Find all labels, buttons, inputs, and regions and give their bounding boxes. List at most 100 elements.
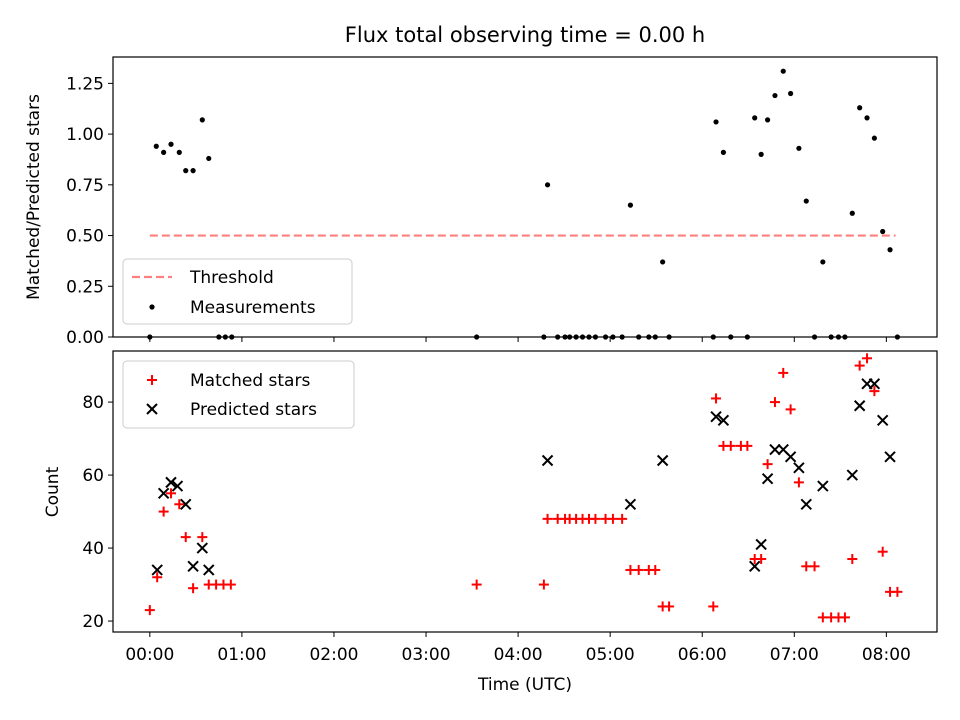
matched-star-point	[538, 579, 549, 590]
measurement-point	[206, 155, 212, 162]
top-y-tick-label: 0.75	[66, 176, 104, 196]
x-b	[784, 451, 797, 463]
x-b	[817, 480, 829, 492]
x-b	[656, 454, 669, 467]
legend-predicted-label: Predicted stars	[190, 400, 317, 420]
top-frame	[112, 56, 938, 338]
matched-star-point	[785, 404, 796, 415]
bottom-legend: Matched stars Predicted stars	[122, 360, 355, 429]
x-tick-label: 04:00	[494, 645, 543, 665]
matched-star-point	[166, 488, 177, 499]
measurement-point	[627, 202, 634, 208]
predicted-star-point	[876, 414, 889, 427]
bottom-frame	[112, 350, 938, 633]
predicted-star-point	[817, 480, 829, 492]
x-b	[187, 560, 199, 573]
measurement-point	[772, 92, 778, 99]
x-b	[868, 378, 881, 390]
measurement-point	[161, 149, 167, 155]
bottom-y-tick-label: 60	[82, 466, 104, 486]
matched-star-point	[650, 564, 661, 575]
measurement-point	[183, 168, 189, 174]
measurement-point	[168, 141, 174, 147]
measurement-point	[720, 149, 727, 155]
x-b	[196, 542, 209, 554]
legend-predicted-swatch	[146, 403, 158, 415]
x-b	[203, 564, 215, 576]
measurement-point	[803, 198, 809, 204]
matched-star-point	[809, 561, 820, 572]
chart-title: Flux total observing time = 0.00 h	[345, 23, 705, 47]
measurement-point	[764, 117, 771, 123]
predicted-star-point	[203, 564, 215, 576]
matched-star-point	[152, 572, 163, 583]
bottom-y-axis-label: Count	[43, 466, 63, 517]
matched-star-point	[711, 393, 722, 404]
legend-measurements-swatch	[149, 304, 155, 310]
matched-star-point	[762, 459, 773, 470]
x-b	[180, 498, 192, 510]
bottom-y-tick-label: 20	[82, 612, 104, 632]
matched-star-point	[892, 586, 903, 597]
predicted-star-point	[846, 469, 859, 481]
measurement-point	[780, 68, 786, 74]
predicted-star-point	[710, 410, 722, 423]
top-y-tick-label: 0.50	[66, 227, 104, 247]
bottom-y-tick-label: 80	[82, 393, 104, 413]
measurement-point	[544, 182, 551, 188]
measurement-point	[752, 115, 758, 121]
x-b	[777, 443, 789, 456]
bottom-panel: 20 40 60 80 00:00 01:00 02:00 03:00 04:00 05:00 06…	[82, 350, 938, 665]
predicted-star-point	[187, 560, 199, 573]
x-b	[800, 498, 812, 510]
matched-star-point	[725, 440, 736, 451]
matched-star-point	[607, 513, 618, 524]
matched-star-point	[742, 440, 753, 451]
predicted-star-point	[624, 498, 637, 510]
x-b	[624, 498, 637, 510]
x-axis-label: Time (UTC)	[477, 675, 572, 695]
predicted-star-point	[717, 414, 730, 427]
matched-star-point	[197, 532, 208, 543]
matched-star-point	[769, 397, 780, 408]
x-tick-label: 02:00	[309, 645, 358, 665]
predicted-star-point	[761, 473, 774, 485]
predicted-star-point	[853, 400, 866, 412]
top-legend: Threshold Measurements	[122, 258, 353, 325]
top-legend-box	[122, 258, 353, 325]
predicted-star-point	[769, 443, 781, 456]
matched-star-point	[174, 499, 185, 510]
top-y-axis-label: Matched/Predicted stars	[24, 94, 44, 300]
bottom-y-tick-label: 40	[82, 539, 104, 559]
matched-star-point	[180, 532, 191, 543]
legend-measurements-label: Measurements	[190, 298, 316, 318]
x-b	[749, 560, 761, 573]
predicted-star-point	[196, 542, 209, 554]
matched-star-point	[225, 579, 236, 590]
matched-star-point	[471, 579, 482, 590]
x-b	[710, 410, 722, 423]
matched-star-point	[839, 612, 850, 623]
legend-matched-label: Matched stars	[190, 371, 310, 391]
predicted-star-point	[800, 498, 812, 510]
matched-star-point	[877, 546, 888, 557]
measurement-point	[857, 105, 863, 111]
measurement-point	[713, 119, 719, 125]
matched-star-point	[542, 513, 553, 524]
predicted-star-point	[171, 480, 184, 492]
x-b	[171, 480, 184, 492]
matched-star-point	[708, 601, 719, 612]
matched-star-point	[862, 353, 873, 364]
x-b	[157, 487, 170, 500]
matched-star-point	[869, 386, 880, 397]
x-b	[876, 414, 889, 427]
measurement-point	[176, 149, 182, 155]
predicted-star-point	[749, 560, 761, 573]
matched-star-point	[590, 513, 601, 524]
measurement-point	[864, 115, 870, 121]
predicted-star-point	[157, 487, 170, 500]
measurement-point	[820, 259, 826, 265]
predicted-star-point	[793, 462, 805, 474]
predicted-star-point	[868, 378, 881, 390]
